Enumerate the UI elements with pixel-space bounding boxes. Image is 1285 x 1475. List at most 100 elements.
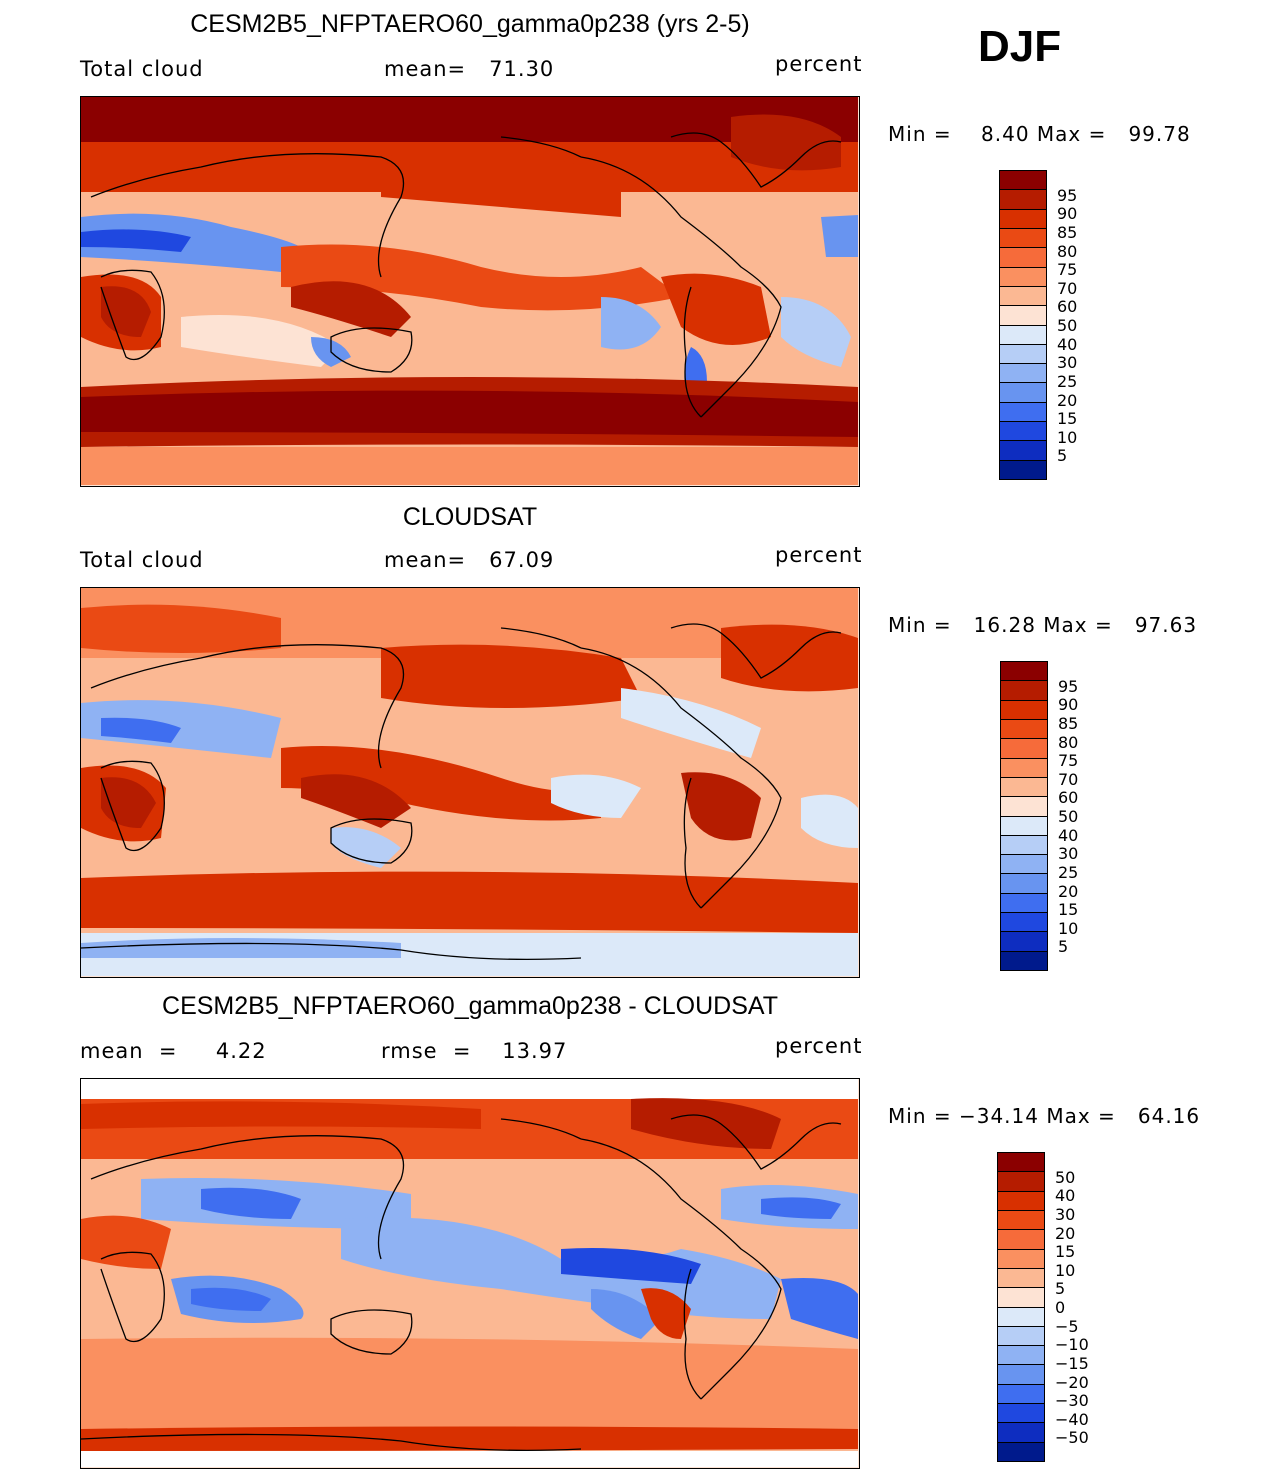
colorbar-swatch: [1000, 171, 1046, 191]
colorbar-swatch: [1001, 855, 1047, 875]
panel-2-title: CLOUDSAT: [402, 503, 538, 531]
colorbar-swatch: [998, 1365, 1044, 1385]
panel-2-map: [80, 587, 860, 978]
colorbar-swatch: [1000, 209, 1046, 229]
colorbar-tick-label: 30: [1057, 353, 1078, 373]
panel-2-minmax: Min = 16.28 Max = 97.63: [888, 613, 1198, 637]
colorbar-swatch: [1001, 681, 1047, 701]
colorbar-swatch: [1001, 951, 1047, 970]
colorbar-swatch: [998, 1404, 1044, 1424]
colorbar-swatch: [1000, 190, 1046, 210]
colorbar-tick-label: 30: [1055, 1204, 1076, 1224]
colorbar-swatch: [1001, 662, 1047, 682]
panel-3-colorbar-labels: 50 40 30 20 15 10 5 0 −5 −10 −15 −20 −30 −40 −50: [1055, 1158, 1115, 1450]
colorbar-swatch: [998, 1423, 1044, 1443]
colorbar-tick-label: 15: [1055, 1242, 1076, 1262]
colorbar-swatch: [1001, 932, 1047, 952]
season-label: DJF: [978, 22, 1062, 71]
colorbar-swatch: [1001, 777, 1047, 798]
colorbar-tick-label: −50: [1055, 1428, 1089, 1448]
colorbar-swatch: [1000, 248, 1046, 268]
colorbar-swatch: [1001, 739, 1047, 759]
colorbar-swatch: [1001, 816, 1047, 836]
colorbar-swatch: [998, 1326, 1044, 1347]
colorbar-tick-label: 40: [1058, 825, 1079, 845]
colorbar-tick-label: 5: [1057, 446, 1068, 466]
panel-1-colorbar-labels: 95 90 85 80 75 70 60 50 40 30 25 20 15 10 5: [1057, 176, 1107, 468]
colorbar-swatch: [1001, 719, 1047, 740]
colorbar-swatch: [998, 1249, 1044, 1269]
panel-2-left-label: Total cloud: [80, 548, 204, 572]
panel-1-colorbar: [999, 170, 1047, 480]
colorbar-swatch: [1000, 441, 1046, 461]
colorbar-tick-label: 25: [1058, 862, 1079, 882]
panel-2-units: percent: [775, 543, 863, 567]
colorbar-swatch: [1000, 267, 1046, 287]
colorbar-tick-label: −20: [1055, 1372, 1089, 1392]
colorbar-swatch: [1000, 325, 1046, 345]
colorbar-tick-label: 10: [1058, 918, 1079, 938]
colorbar-swatch: [998, 1288, 1044, 1308]
colorbar-tick-label: −10: [1055, 1335, 1089, 1355]
colorbar-swatch: [998, 1172, 1044, 1192]
panel-3-title: CESM2B5_NFPTAERO60_gamma0p238 - CLOUDSAT: [162, 992, 778, 1020]
panel-3-center-label: rmse = 13.97: [381, 1039, 568, 1063]
colorbar-tick-label: 75: [1058, 751, 1079, 771]
colorbar-tick-label: 20: [1058, 881, 1079, 901]
colorbar-swatch: [1000, 460, 1046, 479]
colorbar-tick-label: −5: [1055, 1316, 1079, 1336]
colorbar-tick-label: 5: [1055, 1279, 1066, 1299]
colorbar-swatch: [1000, 344, 1046, 365]
colorbar-swatch: [998, 1268, 1044, 1289]
colorbar-tick-label: 85: [1058, 713, 1079, 733]
colorbar-tick-label: 25: [1057, 371, 1078, 391]
panel-1-map: [80, 96, 860, 487]
colorbar-tick-label: −15: [1055, 1353, 1089, 1373]
panel-2-map-svg: [81, 588, 858, 976]
colorbar-swatch: [1001, 874, 1047, 894]
colorbar-tick-label: 40: [1055, 1186, 1076, 1206]
colorbar-tick-label: 20: [1057, 390, 1078, 410]
colorbar-tick-label: 80: [1058, 732, 1079, 752]
colorbar-tick-label: 40: [1057, 334, 1078, 354]
colorbar-tick-label: 90: [1057, 204, 1078, 224]
colorbar-tick-label: 60: [1057, 297, 1078, 317]
colorbar-swatch: [1001, 835, 1047, 856]
colorbar-tick-label: 90: [1058, 695, 1079, 715]
panel-3-minmax: Min = −34.14 Max = 64.16: [888, 1104, 1201, 1128]
colorbar-swatch: [1000, 286, 1046, 307]
colorbar-tick-label: 10: [1057, 427, 1078, 447]
colorbar-tick-label: 0: [1055, 1298, 1066, 1317]
colorbar-swatch: [998, 1346, 1044, 1366]
colorbar-tick-label: 95: [1058, 676, 1079, 696]
panel-2-center-label: mean= 67.09: [384, 548, 555, 572]
colorbar-swatch: [998, 1307, 1044, 1327]
panel-3-units: percent: [775, 1034, 863, 1058]
colorbar-tick-label: 50: [1055, 1167, 1076, 1187]
colorbar-swatch: [1000, 402, 1046, 423]
colorbar-swatch: [998, 1384, 1044, 1405]
colorbar-tick-label: 50: [1057, 316, 1078, 335]
colorbar-swatch: [1001, 913, 1047, 933]
colorbar-tick-label: 20: [1055, 1223, 1076, 1243]
colorbar-tick-label: 70: [1057, 278, 1078, 298]
panel-2-colorbar: [1000, 661, 1048, 971]
colorbar-tick-label: 30: [1058, 844, 1079, 864]
colorbar-tick-label: 95: [1057, 185, 1078, 205]
panel-1-minmax: Min = 8.40 Max = 99.78: [888, 122, 1191, 146]
colorbar-swatch: [1001, 700, 1047, 720]
colorbar-swatch: [998, 1191, 1044, 1211]
colorbar-tick-label: −30: [1055, 1391, 1089, 1411]
colorbar-swatch: [1000, 228, 1046, 249]
colorbar-swatch: [998, 1153, 1044, 1173]
panel-1-units: percent: [775, 52, 863, 76]
colorbar-tick-label: 15: [1058, 900, 1079, 920]
colorbar-swatch: [998, 1210, 1044, 1231]
panel-1-center-label: mean= 71.30: [384, 57, 555, 81]
colorbar-swatch: [1000, 306, 1046, 326]
colorbar-swatch: [1001, 797, 1047, 817]
colorbar-swatch: [998, 1442, 1044, 1461]
panel-3-left-label: mean = 4.22: [80, 1039, 267, 1063]
colorbar-swatch: [1001, 758, 1047, 778]
colorbar-swatch: [998, 1230, 1044, 1250]
